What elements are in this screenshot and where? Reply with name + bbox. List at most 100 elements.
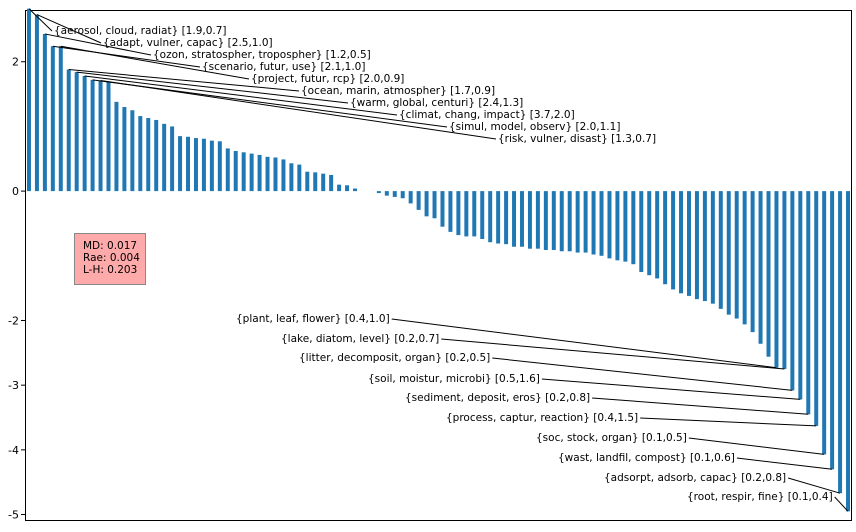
- bar: [488, 191, 493, 243]
- bar: [209, 140, 214, 192]
- bar: [50, 46, 55, 192]
- bar: [567, 191, 572, 252]
- bar: [591, 191, 596, 255]
- bar: [138, 116, 143, 192]
- bar-annotation: {wast, landfil, compost} [0.1,0.6]: [558, 452, 735, 464]
- bar: [170, 126, 175, 192]
- bar: [400, 191, 405, 199]
- annotation-leader: [640, 417, 817, 427]
- bar-annotation: {aerosol, cloud, radiat} [1.9,0.7]: [54, 25, 227, 37]
- bar: [702, 191, 707, 302]
- bar-annotation: {soc, stock, organ} [0.1,0.5]: [536, 432, 687, 444]
- bar: [265, 156, 270, 192]
- bar: [750, 191, 755, 333]
- annotation-leader: [52, 45, 201, 68]
- annotation-leader: [76, 71, 349, 104]
- bar: [416, 191, 421, 210]
- bar: [774, 191, 779, 368]
- bar: [535, 191, 540, 249]
- bar: [289, 163, 294, 192]
- bar: [26, 8, 31, 192]
- plot-frame: [25, 10, 852, 521]
- bar: [838, 191, 843, 494]
- annotation-leader: [541, 378, 801, 400]
- bar: [106, 81, 111, 192]
- bar: [671, 191, 676, 290]
- annotation-leader: [44, 33, 152, 56]
- bar-annotation: {process, captur, reaction} [0.4,1.5]: [446, 412, 638, 424]
- annotation-leader: [736, 457, 833, 470]
- stats-box: MD: 0.017 Rae: 0.004 L-H: 0.203: [74, 233, 146, 285]
- bar-annotation: {simul, model, observ} [2.0,1.1]: [449, 121, 620, 133]
- bar: [217, 141, 222, 192]
- bar: [297, 164, 302, 192]
- bar: [114, 101, 119, 192]
- bar: [82, 75, 87, 192]
- bar: [766, 191, 771, 357]
- bar: [305, 171, 310, 192]
- stat-rae: Rae: 0.004: [83, 252, 140, 264]
- bar: [257, 154, 262, 192]
- bar: [66, 69, 71, 192]
- bar: [726, 191, 731, 315]
- bar: [806, 191, 811, 415]
- bar-annotation: {ocean, marin, atmospher} [1.7,0.9]: [301, 85, 495, 97]
- bar: [679, 191, 684, 294]
- stat-md: MD: 0.017: [83, 240, 138, 252]
- bar-annotation: {warm, global, centuri} [2.4,1.3]: [350, 97, 523, 109]
- y-axis: 2 0 -2 -3 -4 -5: [8, 56, 25, 522]
- annotation-leader: [834, 496, 849, 512]
- bar: [273, 157, 278, 192]
- bar-annotation: {soil, moistur, microbi} [0.5,1.6]: [368, 373, 540, 385]
- annotation-leader: [688, 437, 825, 455]
- annotation-leader: [592, 397, 809, 415]
- bar: [734, 191, 739, 319]
- bar: [814, 191, 819, 426]
- bar: [472, 191, 477, 237]
- bar: [504, 191, 509, 245]
- bar: [74, 72, 79, 192]
- bar: [830, 191, 835, 470]
- bar: [154, 119, 159, 192]
- bar: [782, 191, 787, 369]
- bar: [384, 191, 389, 196]
- annotation-leader: [441, 338, 785, 370]
- annotation-leader: [84, 75, 398, 116]
- bar: [321, 173, 326, 192]
- bar: [496, 191, 501, 244]
- bar: [631, 191, 636, 265]
- bar: [559, 191, 564, 252]
- bar: [623, 191, 628, 262]
- bar: [655, 191, 660, 279]
- bar: [98, 80, 103, 192]
- bar: [345, 185, 350, 192]
- bar: [575, 191, 580, 253]
- bar: [480, 191, 485, 239]
- bar-annotation: {scenario, futur, use} [2.1,1.0]: [202, 61, 365, 73]
- stat-lh: L-H: 0.203: [83, 264, 138, 276]
- bar: [146, 118, 151, 192]
- bar: [758, 191, 763, 344]
- annotations-group: {aerosol, cloud, radiat} [1.9,0.7]{adapt…: [28, 8, 849, 512]
- bar: [710, 191, 715, 304]
- bar: [742, 191, 747, 325]
- bar: [34, 14, 39, 192]
- bar: [337, 184, 342, 192]
- bar: [186, 136, 191, 192]
- bar: [440, 191, 445, 227]
- bar: [122, 107, 127, 192]
- bar-annotation: {risk, vulner, disast} [1.3,0.7]: [498, 133, 656, 145]
- bar-annotation: {adapt, vulner, capac} [2.5,1.0]: [103, 37, 273, 49]
- y-tick-label: -5: [8, 509, 19, 522]
- bar: [313, 172, 318, 192]
- bar: [718, 191, 723, 309]
- annotation-leader: [60, 45, 250, 80]
- bar-annotation: {climat, chang, impact} [3.7,2.0]: [399, 109, 575, 121]
- bar: [130, 110, 135, 192]
- bar: [225, 148, 230, 192]
- bar: [607, 191, 612, 259]
- y-tick-label: -4: [8, 444, 19, 457]
- bar: [281, 159, 286, 192]
- bar: [543, 191, 548, 250]
